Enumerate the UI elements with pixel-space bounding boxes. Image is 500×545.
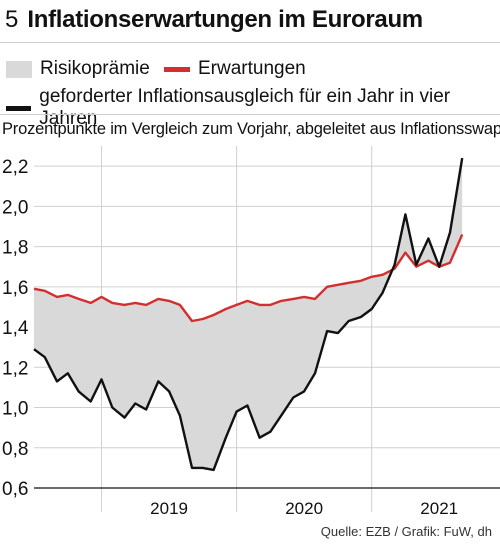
legend-label: geforderter Inflationsausgleich für ein … bbox=[39, 86, 451, 129]
chart-subtitle: Prozentpunkte im Vergleich zum Vorjahr, … bbox=[2, 120, 500, 138]
chart-title-row: 5 Inflationserwartungen im Euroraum bbox=[5, 6, 423, 38]
erwartungen-line bbox=[33, 234, 464, 323]
source-note: Quelle: EZB / Grafik: FuW, dh bbox=[320, 524, 492, 539]
y-tick-label: 1,6 bbox=[2, 278, 28, 299]
y-tick-label: 2,0 bbox=[2, 197, 28, 218]
x-tick-label: 2019 bbox=[150, 499, 188, 518]
legend-label: Erwartungen bbox=[198, 58, 306, 79]
y-tick-label: 1,8 bbox=[2, 238, 28, 259]
x-tick-label: 2021 bbox=[420, 499, 458, 518]
y-tick-label: 1,2 bbox=[2, 358, 28, 379]
chart-title: Inflationserwartungen im Euroraum bbox=[27, 6, 423, 33]
y-tick-label: 0,8 bbox=[2, 439, 28, 460]
legend-item-erwartungen: Erwartungen bbox=[164, 58, 306, 80]
legend-swatch-area bbox=[6, 60, 32, 78]
legend-label: Risikoprämie bbox=[40, 58, 150, 79]
legend-item-inflationsausgleich: geforderter Inflationsausgleich für ein … bbox=[6, 86, 500, 130]
legend-swatch-black-line bbox=[6, 105, 32, 111]
y-tick-label: 2,2 bbox=[2, 157, 28, 178]
risikopraemie-area bbox=[34, 158, 463, 470]
x-tick-label: 2020 bbox=[285, 499, 323, 518]
inflationsausgleich-line bbox=[33, 157, 464, 472]
y-tick-label: 1,0 bbox=[2, 399, 28, 420]
legend-swatch-red-line bbox=[164, 66, 190, 72]
chart-number: 5 bbox=[5, 6, 19, 33]
y-tick-label: 0,6 bbox=[2, 479, 28, 500]
title-divider bbox=[0, 42, 500, 43]
legend-divider bbox=[0, 114, 500, 115]
legend-item-risikopraemie: Risikoprämie bbox=[6, 58, 150, 80]
y-tick-label: 1,4 bbox=[2, 318, 29, 339]
